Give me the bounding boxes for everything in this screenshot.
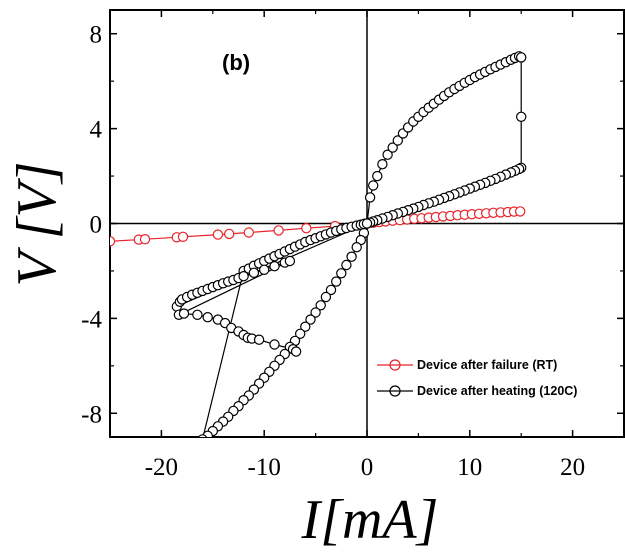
data-point [295, 328, 306, 339]
data-point [372, 170, 383, 182]
data-point [259, 264, 270, 275]
data-point [351, 241, 362, 253]
data-point [284, 255, 296, 267]
data-point [341, 259, 352, 271]
y-tick-label: -4 [81, 306, 102, 333]
y-tick-label: -8 [81, 401, 102, 428]
x-tick-label: 0 [361, 454, 374, 481]
data-point [269, 261, 280, 272]
data-point [243, 227, 254, 238]
series-line [175, 55, 522, 437]
data-point [212, 229, 224, 240]
y-tick-label: 0 [90, 212, 103, 239]
data-point [377, 158, 388, 170]
data-point [315, 300, 326, 311]
data-point [269, 339, 280, 350]
data-point [336, 268, 347, 279]
data-point [300, 321, 311, 332]
data-point [382, 149, 393, 160]
y-tick-label: 8 [90, 22, 103, 49]
data-point [516, 111, 527, 123]
legend-marker-failure [389, 359, 401, 371]
panel-label: (b) [222, 50, 250, 75]
data-point [368, 180, 379, 191]
data-point [290, 346, 302, 357]
x-tick-label: -20 [145, 454, 178, 481]
legend-entry-failure: Device after failure (RT) [377, 358, 557, 372]
tick-labels: -20 -10 0 10 20 -8 -4 0 4 8 [81, 22, 585, 481]
data-point [197, 434, 208, 437]
data-point [325, 284, 337, 296]
data-point [301, 222, 312, 234]
data-point [223, 228, 235, 240]
data-point [178, 308, 190, 319]
legend-label-heating: Device after heating (120C) [417, 384, 577, 398]
data-point [364, 192, 376, 203]
data-point [273, 225, 284, 236]
data-point [238, 271, 249, 282]
x-axis-title: I[mA] [301, 489, 439, 551]
series-layer [110, 51, 527, 437]
legend-entry-heating: Device after heating (120C) [377, 384, 577, 398]
x-tick-label: -10 [248, 454, 281, 481]
data-point [516, 52, 527, 63]
data-point [253, 334, 265, 345]
data-point [392, 135, 403, 146]
series-0 [110, 206, 526, 247]
data-point [320, 291, 332, 303]
data-point [515, 206, 526, 217]
axis-ticks [109, 10, 625, 437]
legend-marker-heating [389, 385, 401, 397]
data-point [331, 276, 342, 287]
data-point [177, 231, 189, 242]
x-tick-label: 20 [560, 454, 585, 481]
data-point [110, 236, 116, 247]
y-tick-label: 4 [90, 117, 103, 144]
data-point [192, 309, 203, 320]
data-point [310, 307, 321, 318]
data-point [387, 142, 398, 153]
data-point [248, 267, 260, 278]
legend-label-failure: Device after failure (RT) [417, 358, 557, 372]
y-axis-title: V [V] [6, 162, 68, 287]
data-point [305, 314, 316, 325]
legend: Device after failure (RT) Device after h… [377, 358, 577, 398]
data-point [361, 218, 373, 229]
series-1 [171, 51, 527, 437]
x-tick-label: 10 [457, 454, 482, 481]
data-point [346, 251, 357, 262]
data-point [139, 233, 151, 245]
data-point [202, 312, 213, 323]
